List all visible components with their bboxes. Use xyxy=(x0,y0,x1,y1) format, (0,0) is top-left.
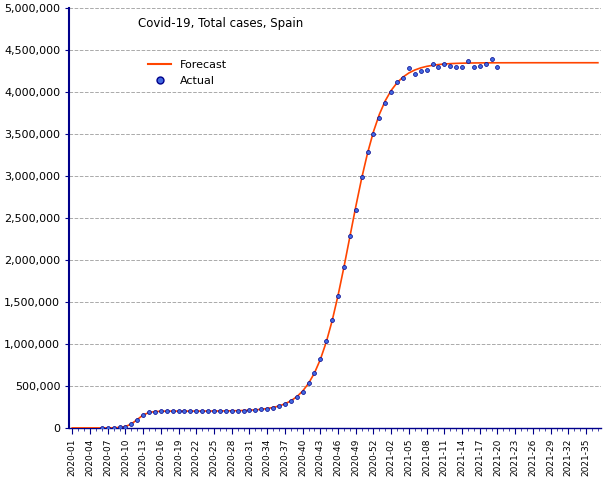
Actual xyxy=(162,408,172,415)
Actual xyxy=(374,114,384,121)
Actual xyxy=(339,264,348,271)
Actual xyxy=(168,407,177,415)
Forecast xyxy=(517,60,525,66)
Actual xyxy=(115,424,125,432)
Actual xyxy=(215,407,224,415)
Forecast xyxy=(571,60,578,66)
Actual xyxy=(457,64,467,72)
Actual xyxy=(97,424,106,432)
Actual xyxy=(250,406,260,414)
Actual xyxy=(481,60,491,68)
Actual xyxy=(428,60,437,68)
Actual xyxy=(191,408,201,415)
Actual xyxy=(286,397,296,405)
Actual xyxy=(150,408,160,416)
Legend: Forecast, Actual: Forecast, Actual xyxy=(144,56,231,90)
Forecast xyxy=(594,60,601,66)
Actual xyxy=(268,404,278,411)
Actual xyxy=(244,406,254,414)
Actual xyxy=(186,408,195,415)
Actual xyxy=(221,407,231,415)
Forecast xyxy=(435,61,442,67)
Actual xyxy=(398,74,408,82)
Actual xyxy=(345,232,355,240)
Actual xyxy=(280,400,290,408)
Actual xyxy=(180,408,189,415)
Actual xyxy=(422,66,431,74)
Actual xyxy=(126,420,136,428)
Forecast xyxy=(228,408,235,414)
Actual xyxy=(132,416,142,423)
Actual xyxy=(257,405,266,413)
Actual xyxy=(451,63,461,71)
Actual xyxy=(310,369,319,377)
Actual xyxy=(469,63,479,71)
Actual xyxy=(274,402,284,410)
Actual xyxy=(333,292,343,300)
Actual xyxy=(304,380,313,387)
Actual xyxy=(156,407,166,415)
Actual xyxy=(203,407,213,415)
Line: Forecast: Forecast xyxy=(72,63,598,428)
Actual xyxy=(492,63,502,71)
Actual xyxy=(463,58,473,65)
Actual xyxy=(174,407,183,415)
Actual xyxy=(487,56,497,63)
Actual xyxy=(298,388,307,396)
Actual xyxy=(381,99,390,107)
Actual xyxy=(144,408,154,416)
Actual xyxy=(363,148,373,156)
Actual xyxy=(416,67,425,75)
Actual xyxy=(239,407,249,415)
Actual xyxy=(292,393,301,401)
Actual xyxy=(209,407,219,415)
Actual xyxy=(368,131,378,138)
Actual xyxy=(410,71,420,78)
Forecast xyxy=(68,425,76,431)
Actual xyxy=(434,63,443,71)
Actual xyxy=(392,78,402,86)
Actual xyxy=(404,64,414,72)
Actual xyxy=(197,407,207,415)
Forecast xyxy=(140,412,147,418)
Actual xyxy=(103,424,113,432)
Actual xyxy=(351,206,361,214)
Actual xyxy=(439,60,449,68)
Actual xyxy=(227,407,237,415)
Actual xyxy=(475,62,485,70)
Actual xyxy=(233,407,243,414)
Actual xyxy=(109,424,119,432)
Actual xyxy=(321,337,331,345)
Actual xyxy=(445,62,455,70)
Actual xyxy=(315,356,325,363)
Forecast xyxy=(506,60,513,66)
Actual xyxy=(139,411,148,419)
Actual xyxy=(263,405,272,412)
Actual xyxy=(120,423,130,431)
Text: Covid-19, Total cases, Spain: Covid-19, Total cases, Spain xyxy=(139,17,304,30)
Actual xyxy=(357,173,367,181)
Actual xyxy=(387,88,396,96)
Actual xyxy=(327,316,337,324)
